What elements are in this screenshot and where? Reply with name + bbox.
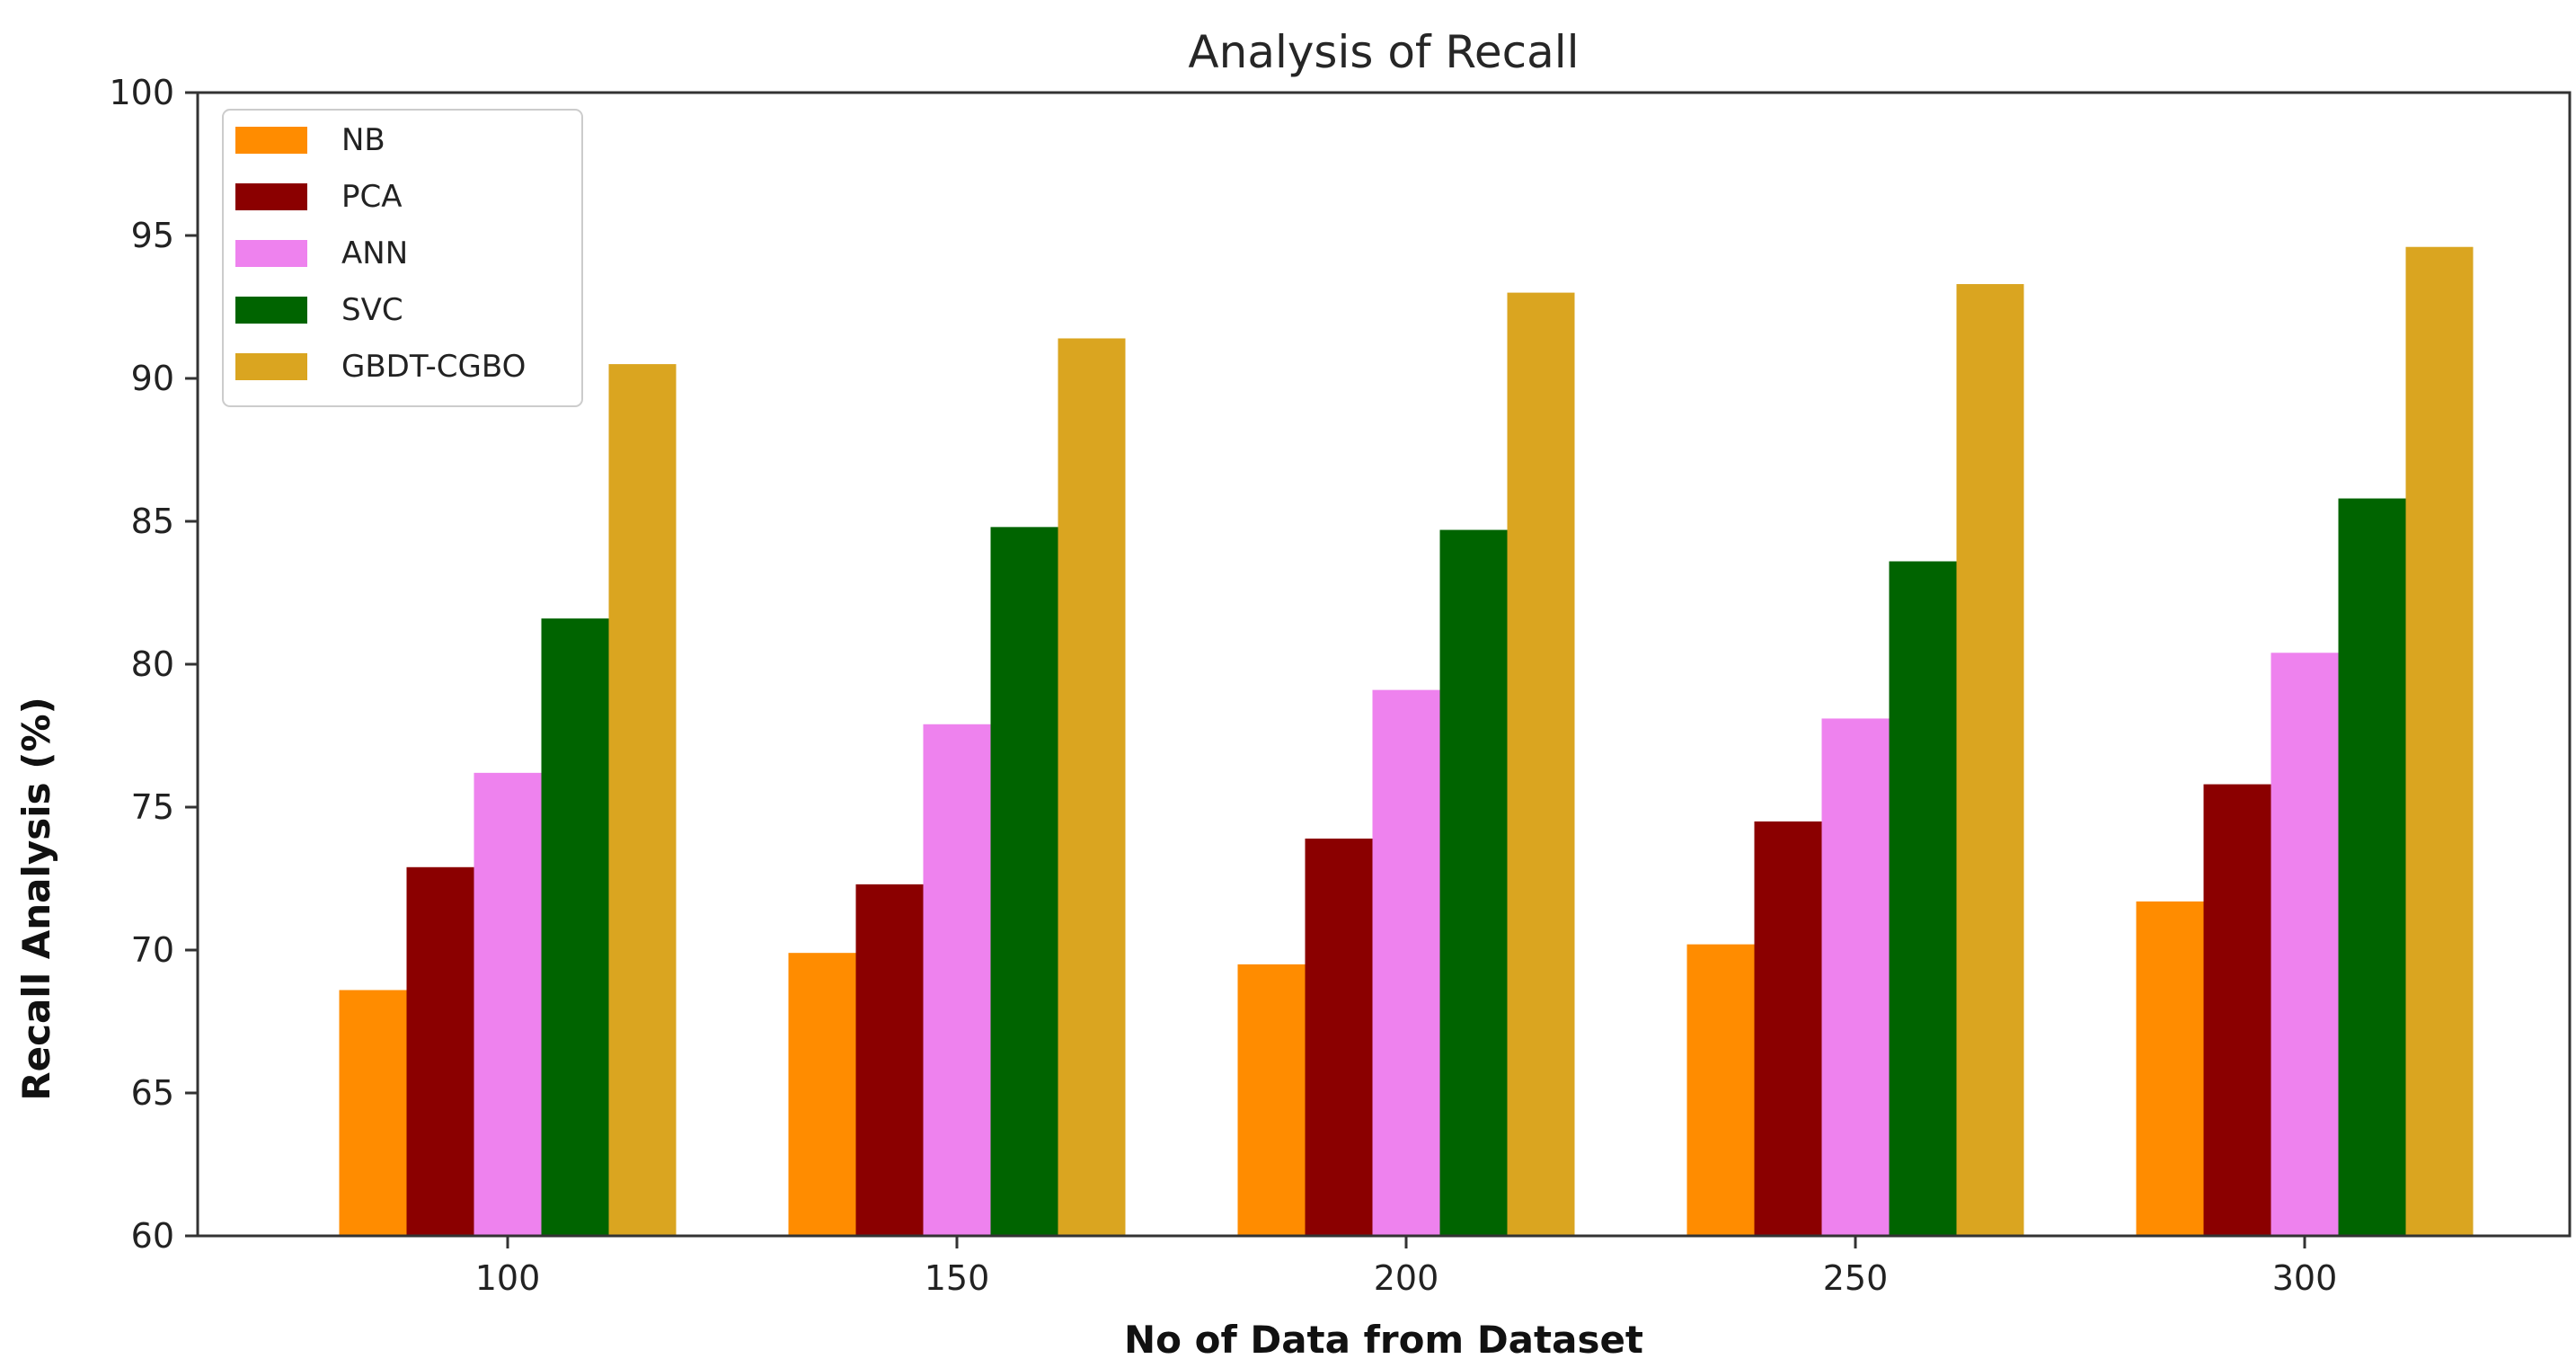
y-tick-label: 100	[109, 73, 174, 112]
y-tick-label: 60	[131, 1216, 174, 1256]
bar-group	[339, 246, 2474, 1237]
plot-frame	[196, 91, 2572, 1238]
y-tick-label: 90	[131, 359, 174, 398]
y-tick-label: 65	[131, 1073, 174, 1113]
legend-label-pca: PCA	[341, 179, 403, 215]
bar-nb-100	[339, 990, 407, 1236]
bar-gbdt-cgbo-300	[2405, 246, 2474, 1237]
x-tick-label: 200	[1374, 1258, 1439, 1298]
bar-svc-200	[1439, 529, 1508, 1236]
legend-label-svc: SVC	[341, 292, 403, 328]
y-tick-label: 80	[131, 644, 174, 684]
y-tick-label: 75	[131, 787, 174, 827]
legend-label-gbdt-cgbo: GBDT-CGBO	[341, 349, 526, 385]
bar-svc-250	[1889, 561, 1957, 1236]
bar-ann-200	[1372, 689, 1440, 1236]
bar-gbdt-cgbo-150	[1058, 338, 1126, 1237]
bar-pca-150	[855, 884, 924, 1236]
bar-pca-200	[1305, 838, 1373, 1236]
legend-label-ann: ANN	[341, 235, 408, 271]
bar-gbdt-cgbo-200	[1507, 292, 1575, 1237]
legend-swatch-svc	[235, 297, 307, 324]
bar-nb-250	[1686, 944, 1755, 1236]
x-tick-label: 300	[2272, 1258, 2338, 1298]
bar-nb-150	[788, 953, 856, 1236]
legend: NB PCA ANN SVC GBDT-CGBO	[222, 109, 583, 407]
bar-nb-300	[2136, 901, 2204, 1236]
legend-swatch-ann	[235, 240, 307, 267]
legend-swatch-pca	[235, 183, 307, 210]
bar-gbdt-cgbo-100	[608, 364, 677, 1237]
y-axis-label: Recall Analysis (%)	[14, 697, 58, 1101]
bar-pca-250	[1754, 821, 1822, 1236]
y-tick-label: 95	[131, 216, 174, 255]
x-tick-label: 150	[925, 1258, 990, 1298]
bar-gbdt-cgbo-250	[1956, 284, 2024, 1236]
bar-ann-300	[2271, 653, 2339, 1236]
bar-pca-300	[2203, 784, 2271, 1236]
bar-svc-300	[2338, 498, 2406, 1236]
legend-swatch-gbdt-cgbo	[235, 353, 307, 380]
bar-nb-200	[1237, 964, 1306, 1236]
bar-svc-150	[990, 527, 1058, 1236]
legend-swatch-nb	[235, 127, 307, 154]
x-tick-label: 250	[1823, 1258, 1889, 1298]
bar-svc-100	[541, 618, 609, 1236]
y-axis-ticks: 60 65 70 75 80 85 90 95 100	[109, 73, 198, 1256]
y-tick-label: 70	[131, 930, 174, 970]
legend-label-nb: NB	[341, 122, 385, 158]
x-tick-label: 100	[475, 1258, 541, 1298]
bar-ann-250	[1821, 718, 1890, 1236]
bar-ann-150	[923, 724, 991, 1236]
y-tick-label: 85	[131, 502, 174, 541]
bar-ann-100	[474, 772, 542, 1236]
x-axis-label: No of Data from Dataset	[1124, 1318, 1643, 1362]
chart-title: Analysis of Recall	[1188, 26, 1579, 78]
legend-box	[222, 109, 583, 407]
bar-pca-100	[406, 866, 474, 1236]
x-axis-ticks: 100 150 200 250 300	[475, 1236, 2338, 1298]
